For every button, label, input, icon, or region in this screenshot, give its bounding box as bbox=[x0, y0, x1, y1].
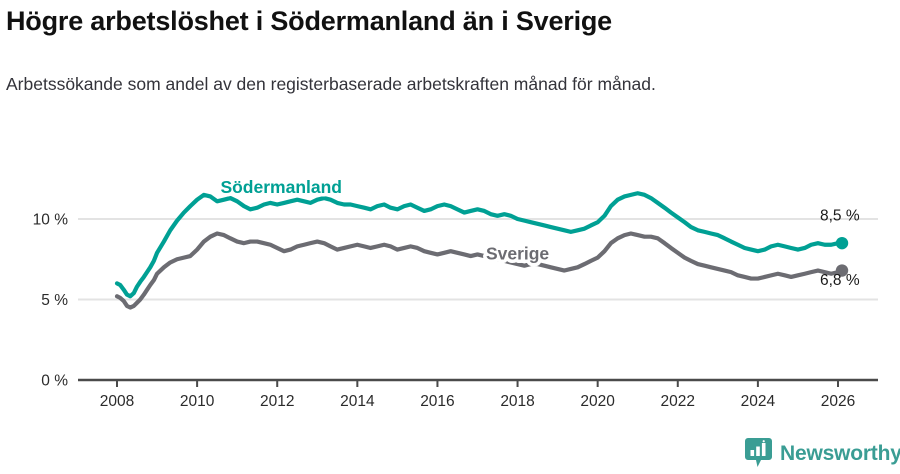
x-tick-label: 2014 bbox=[340, 393, 375, 410]
y-tick-label: 0 % bbox=[41, 373, 68, 390]
bar-chart-bubble-icon bbox=[745, 438, 772, 467]
x-tick-label: 2010 bbox=[180, 393, 215, 410]
series-label-halo: Sverige bbox=[486, 243, 549, 263]
end-value-label-sverige: 6,8 % bbox=[820, 272, 860, 289]
series-label-södermanland: Södermanland bbox=[220, 177, 342, 197]
y-tick-label: 10 % bbox=[33, 212, 69, 229]
page-title: Högre arbetslöshet i Södermanland än i S… bbox=[6, 6, 612, 36]
newsworthy-logo: Newsworthy bbox=[745, 436, 900, 470]
endpoint-dot-sverige bbox=[835, 264, 849, 277]
y-axis-ticks: 0 % 5 % 10 % bbox=[33, 212, 69, 390]
endpoint-dot-södermanland bbox=[835, 236, 849, 250]
y-tick-label: 5 % bbox=[41, 292, 68, 309]
series-line-södermanland bbox=[114, 191, 845, 299]
series-lines bbox=[114, 191, 845, 310]
x-axis-ticks: 2008 2010 2012 2014 2016 2018 2020 2022 2024 2026 bbox=[100, 380, 855, 410]
x-tick-label: 2012 bbox=[260, 393, 294, 410]
logo-wordmark: Newsworthy bbox=[780, 441, 900, 465]
end-value-label-södermanland: 8,5 % bbox=[820, 208, 860, 225]
x-tick-label: 2008 bbox=[100, 393, 134, 410]
series-annotations: SödermanlandSödermanlandSverigeSverige8,… bbox=[217, 174, 860, 289]
page-subtitle: Arbetssökande som andel av den registerb… bbox=[6, 74, 656, 94]
x-tick-label: 2018 bbox=[500, 393, 534, 410]
chart-svg: 0 %5 %10 % 2008 2010 2012 2014 2016 2018 2020 2… bbox=[32, 174, 878, 410]
series-line-sverige bbox=[114, 231, 845, 310]
x-tick-label: 2026 bbox=[821, 393, 855, 410]
series-label-halo: Södermanland bbox=[220, 177, 342, 197]
x-tick-label: 2024 bbox=[741, 393, 776, 410]
gridlines bbox=[78, 218, 878, 301]
x-tick-label: 2020 bbox=[580, 393, 615, 410]
series-label-sverige: Sverige bbox=[486, 243, 549, 263]
series-endpoints bbox=[835, 236, 849, 277]
x-tick-label: 2022 bbox=[661, 393, 695, 410]
x-tick-label: 2016 bbox=[420, 393, 454, 410]
